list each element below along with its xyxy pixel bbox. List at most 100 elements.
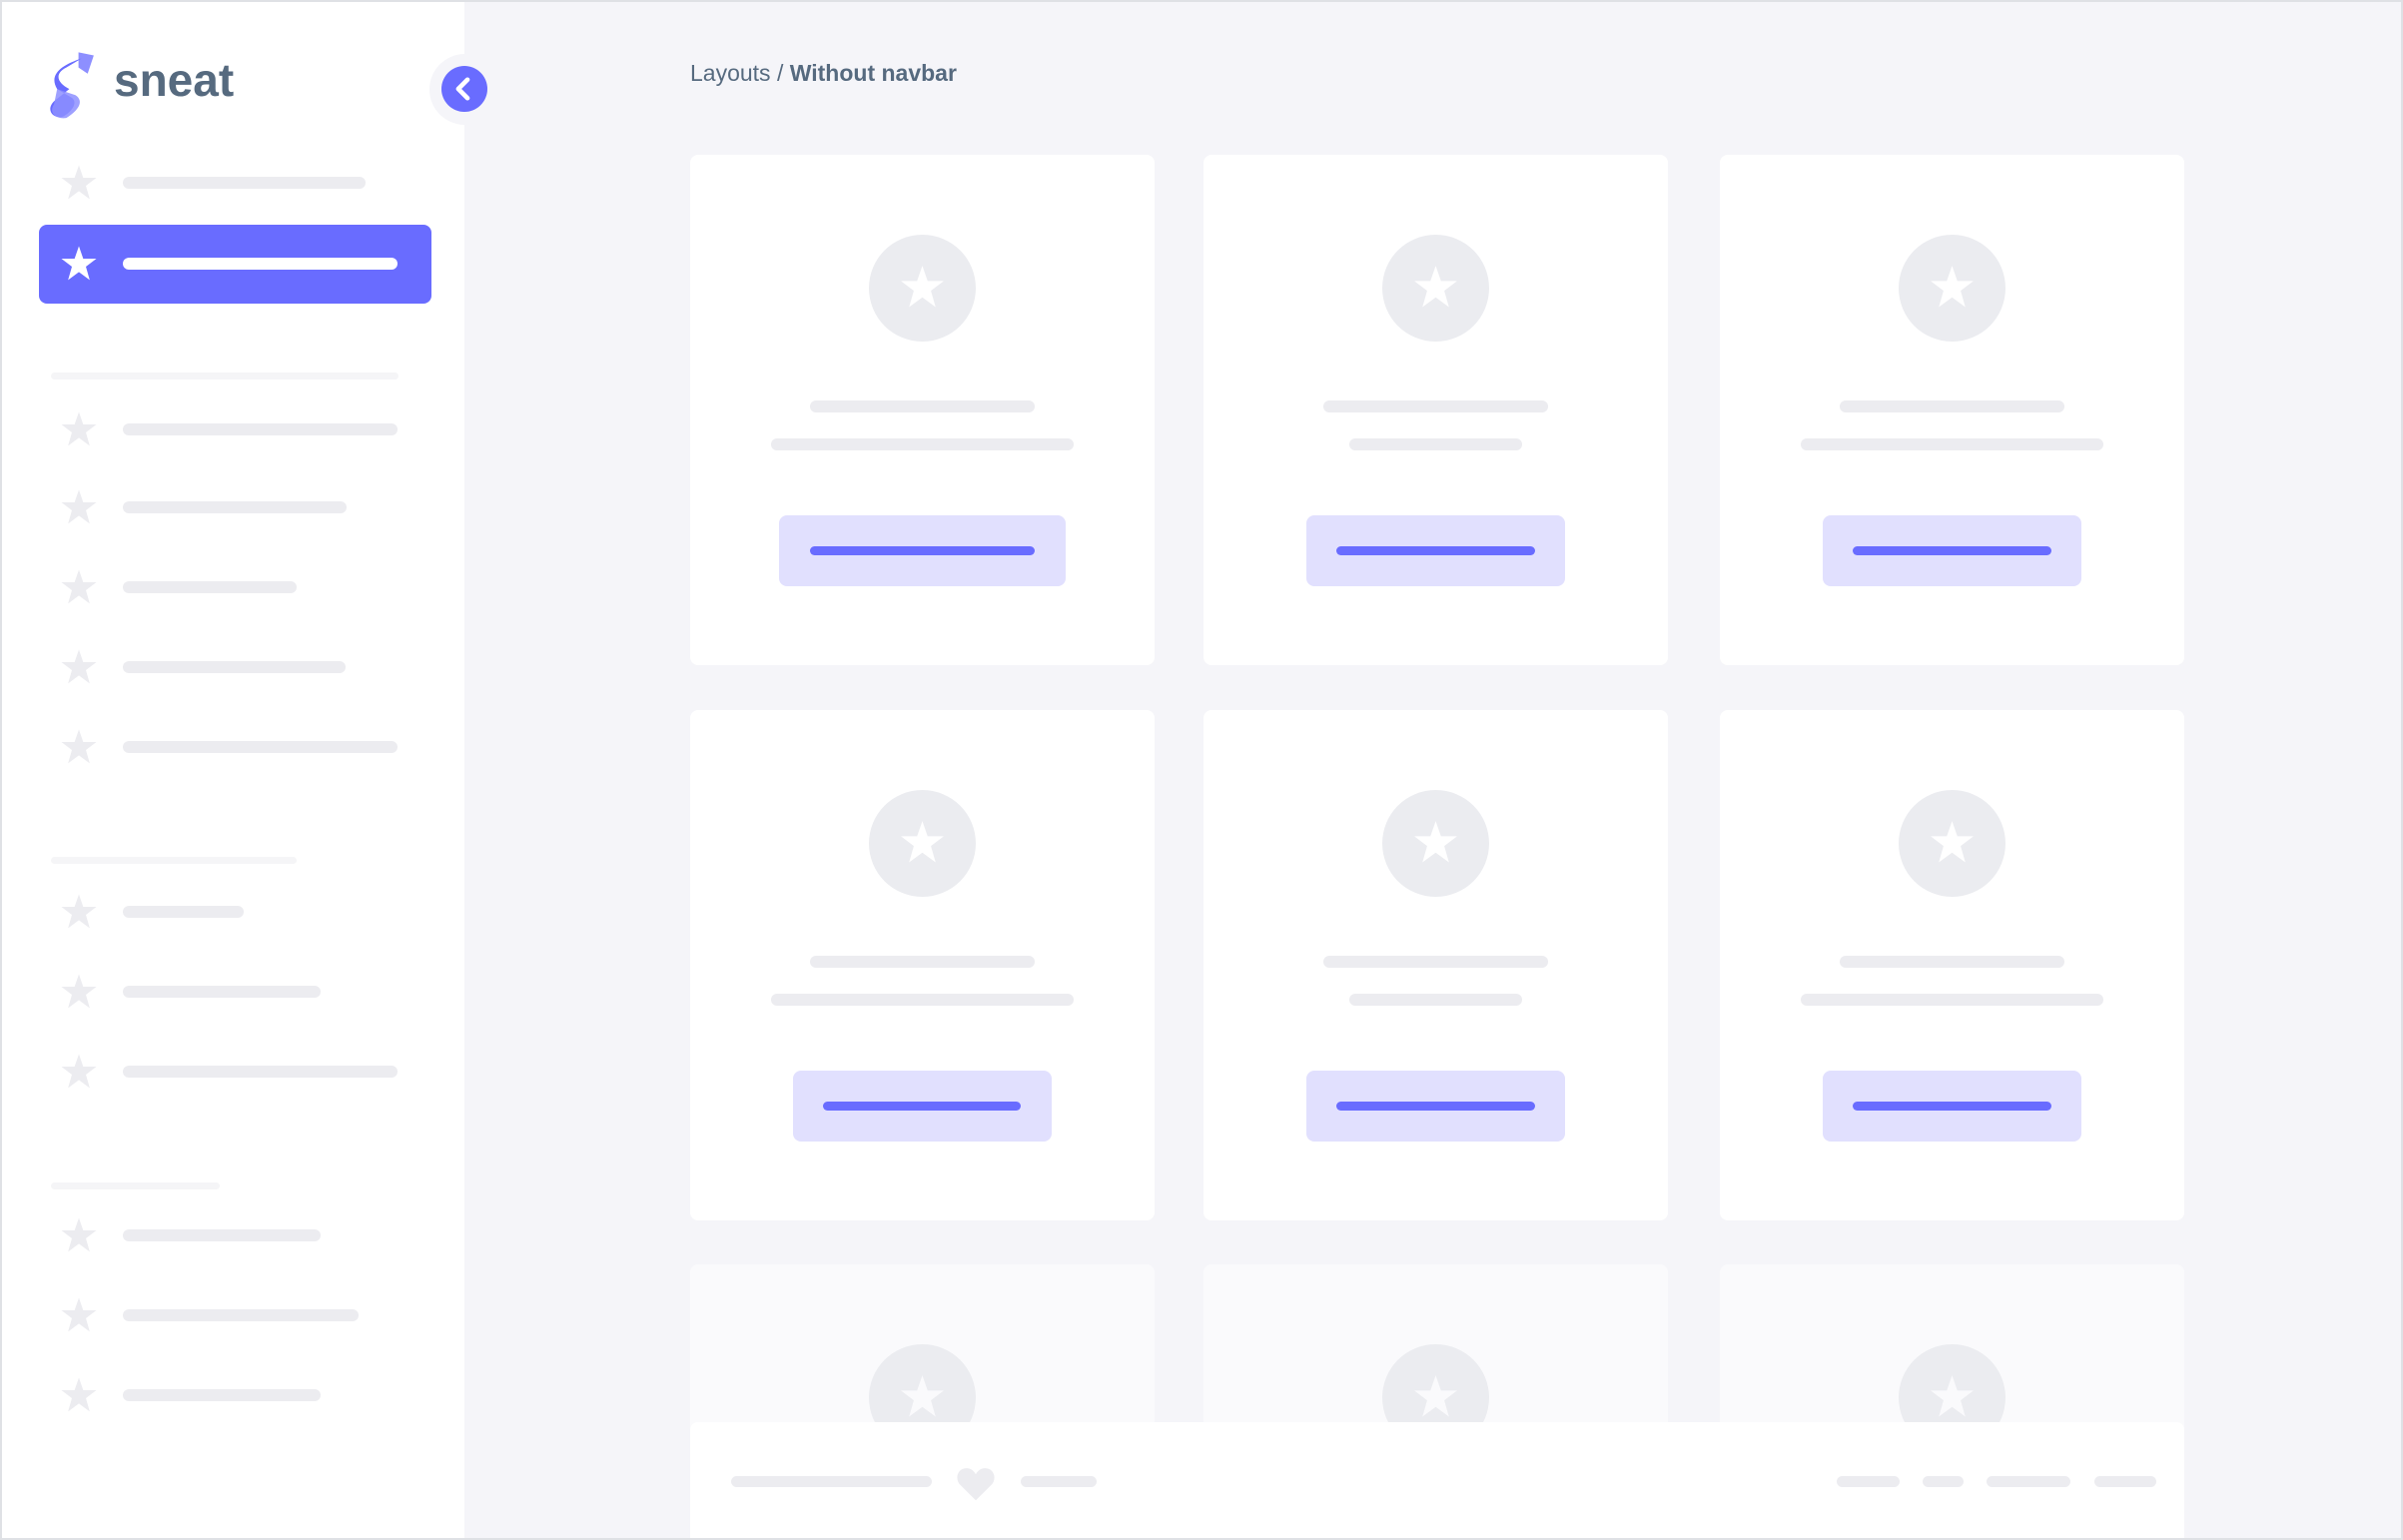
card-button[interactable] bbox=[779, 515, 1066, 587]
card-button[interactable] bbox=[1822, 1070, 2082, 1142]
footer-link[interactable] bbox=[2093, 1476, 2157, 1487]
sidebar-item[interactable] bbox=[39, 1355, 431, 1435]
card-title bbox=[1839, 955, 2065, 968]
card-button[interactable] bbox=[1305, 515, 1566, 587]
card-button[interactable] bbox=[792, 1070, 1053, 1142]
sidebar-item-label bbox=[123, 1229, 322, 1242]
breadcrumb-current: Without navbar bbox=[789, 60, 957, 86]
card bbox=[1720, 155, 2185, 666]
star-icon bbox=[59, 1375, 99, 1420]
card-subtitle bbox=[1801, 993, 2103, 1006]
footer-link[interactable] bbox=[1987, 1476, 2071, 1487]
card-subtitle bbox=[1348, 993, 1523, 1006]
heart-icon bbox=[956, 1465, 996, 1502]
card-avatar bbox=[1382, 789, 1489, 897]
card bbox=[1720, 709, 2185, 1220]
sidebar-item[interactable] bbox=[39, 952, 431, 1032]
sidebar-item[interactable] bbox=[39, 1275, 431, 1355]
star-icon bbox=[59, 647, 99, 692]
sidebar-item[interactable] bbox=[39, 707, 431, 787]
card bbox=[1203, 709, 1668, 1220]
collapse-sidebar-button[interactable] bbox=[441, 66, 487, 112]
star-icon bbox=[1928, 818, 1977, 872]
sidebar-item[interactable] bbox=[39, 627, 431, 707]
star-icon bbox=[59, 409, 99, 454]
chevron-left-icon bbox=[455, 77, 470, 101]
star-icon bbox=[59, 892, 99, 937]
card-title bbox=[809, 955, 1036, 968]
sidebar-item-label bbox=[123, 1388, 322, 1401]
sneat-logo-icon bbox=[48, 49, 100, 120]
footer bbox=[690, 1422, 2184, 1538]
breadcrumb-parent[interactable]: Layouts bbox=[690, 60, 771, 86]
card-button-label bbox=[823, 1101, 1022, 1111]
star-icon bbox=[59, 727, 99, 772]
card-avatar bbox=[869, 235, 976, 343]
sidebar-item-label bbox=[123, 581, 297, 594]
card bbox=[690, 709, 1155, 1220]
star-icon bbox=[898, 263, 947, 317]
card bbox=[690, 155, 1155, 666]
sidebar-item-label bbox=[123, 1308, 360, 1321]
star-icon bbox=[59, 1052, 99, 1097]
sidebar-item-label bbox=[123, 906, 245, 919]
breadcrumb-separator: / bbox=[770, 60, 790, 86]
footer-author-link[interactable] bbox=[1021, 1476, 1097, 1487]
sidebar-section-header bbox=[51, 857, 297, 865]
card-subtitle bbox=[771, 438, 1074, 451]
card-button-label bbox=[1335, 546, 1536, 556]
card-button-label bbox=[1852, 546, 2052, 556]
footer-link[interactable] bbox=[1922, 1476, 1965, 1487]
brand-name[interactable]: sneat bbox=[114, 54, 235, 106]
star-icon bbox=[1928, 263, 1977, 317]
sidebar-item-label bbox=[123, 740, 398, 753]
card-avatar bbox=[1382, 235, 1489, 343]
sidebar-item[interactable] bbox=[39, 873, 431, 953]
card-title bbox=[1839, 400, 2065, 413]
sidebar-item-label bbox=[123, 1065, 398, 1078]
sidebar-item-label bbox=[123, 660, 346, 673]
star-icon bbox=[898, 1372, 947, 1426]
card-subtitle bbox=[771, 993, 1074, 1006]
sidebar-item-label bbox=[123, 176, 366, 189]
star-icon bbox=[59, 972, 99, 1017]
card-title bbox=[809, 400, 1036, 413]
card-button-label bbox=[1852, 1101, 2052, 1111]
card-button-label bbox=[809, 546, 1036, 556]
sidebar-item[interactable] bbox=[39, 547, 431, 627]
sidebar-item-label bbox=[123, 501, 348, 514]
sidebar-item[interactable] bbox=[39, 389, 431, 469]
star-icon bbox=[1411, 263, 1460, 317]
card-avatar bbox=[1899, 789, 2006, 897]
footer-link[interactable] bbox=[1836, 1476, 1900, 1487]
card-avatar bbox=[1899, 235, 2006, 343]
card-subtitle bbox=[1801, 438, 2103, 451]
card-button[interactable] bbox=[1822, 515, 2082, 587]
sidebar-item-active[interactable] bbox=[38, 224, 431, 305]
card-button[interactable] bbox=[1305, 1070, 1566, 1142]
star-icon bbox=[1928, 1372, 1977, 1426]
star-icon bbox=[59, 487, 99, 532]
card-button-label bbox=[1335, 1101, 1536, 1111]
star-icon bbox=[59, 244, 99, 289]
star-icon bbox=[1411, 818, 1460, 872]
sidebar-item[interactable] bbox=[39, 143, 431, 223]
sidebar-item-label bbox=[123, 422, 398, 435]
sidebar-section-header bbox=[51, 373, 400, 381]
card-subtitle bbox=[1348, 438, 1523, 451]
star-icon bbox=[59, 567, 99, 612]
sidebar-item-label bbox=[123, 986, 322, 999]
footer-copyright bbox=[731, 1476, 933, 1487]
sidebar: sneat bbox=[2, 2, 464, 1538]
breadcrumb: Layouts / Without navbar bbox=[690, 60, 957, 88]
star-icon bbox=[59, 163, 99, 208]
sidebar-section-header bbox=[51, 1181, 220, 1189]
card bbox=[1203, 155, 1668, 666]
star-icon bbox=[59, 1295, 99, 1340]
star-icon bbox=[898, 818, 947, 872]
sidebar-item[interactable] bbox=[39, 468, 431, 548]
sidebar-item-label bbox=[123, 258, 398, 271]
sidebar-item[interactable] bbox=[39, 1195, 431, 1275]
sidebar-item[interactable] bbox=[39, 1032, 431, 1112]
